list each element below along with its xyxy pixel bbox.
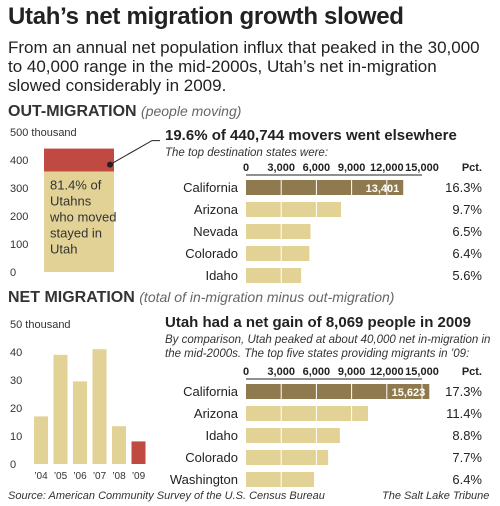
state-label: California	[183, 180, 239, 195]
y-tick-label: 200	[10, 211, 28, 223]
net-chart-note: By comparison, Utah peaked at about 40,0…	[165, 334, 491, 360]
y-tick-label: 10	[10, 431, 22, 443]
pct-value: 11.4%	[446, 406, 482, 421]
net-migration-title: NET MIGRATION	[8, 289, 135, 306]
bar-value-label: 13,401	[366, 183, 400, 195]
y-tick-label: 0	[10, 459, 16, 471]
x-tick-label: 0	[243, 366, 249, 378]
state-bar	[246, 428, 340, 443]
year-label: ’08	[112, 471, 126, 482]
out-stacked-chart: 500 thousand 400 300 200 100 0 81.4% ofUtahnsw…	[10, 127, 160, 279]
y-tick-label: 500 thousand	[10, 127, 77, 139]
net-migration-subtitle: (total of in-migration minus out-migrati…	[139, 289, 395, 305]
out-migration-subtitle: (people moving)	[141, 103, 242, 119]
state-label: Idaho	[205, 428, 238, 443]
state-bar	[246, 224, 311, 239]
x-tick-label: 6,000	[303, 366, 331, 378]
net-migration-heading: NET MIGRATION (total of in-migration min…	[8, 289, 394, 307]
x-tick-label: 0	[243, 162, 249, 174]
stayed-label-line: stayed in	[50, 226, 102, 241]
pct-header: Pct.	[462, 162, 482, 174]
lede-text: From an annual net population influx tha…	[8, 38, 480, 95]
moved-away-bar	[44, 148, 114, 172]
y-tick-label: 40	[10, 347, 22, 359]
bar-value-label: 15,623	[392, 387, 426, 399]
net-years-chart: 50 thousand 40 30 20 10 0 ’04 ’05 ’06 ’07 ’08 ’09	[10, 319, 146, 482]
source-note: Source: American Community Survey of the…	[8, 490, 325, 502]
net-chart-headline: Utah had a net gain of 8,069 people in 2…	[165, 314, 471, 331]
state-bar	[246, 202, 342, 217]
y-tick-label: 300	[10, 183, 28, 195]
callout-line	[109, 140, 160, 166]
stayed-label-line: who moved	[49, 210, 116, 225]
x-tick-label: 12,000	[370, 366, 404, 378]
state-bar	[246, 472, 315, 487]
year-bar	[131, 441, 146, 464]
state-label: Colorado	[185, 246, 238, 261]
pct-value: 8.8%	[452, 428, 482, 443]
pct-value: 6.5%	[452, 224, 482, 239]
state-label: Washington	[170, 472, 238, 487]
year-label: ’07	[93, 471, 107, 482]
year-bar	[112, 426, 126, 464]
stayed-label-line: 81.4% of	[50, 178, 102, 193]
state-label: Colorado	[185, 450, 238, 465]
state-label: Arizona	[194, 202, 239, 217]
state-label: Nevada	[193, 224, 239, 239]
state-bar	[246, 246, 310, 261]
pct-value: 5.6%	[452, 268, 482, 283]
out-states-chart: 0 3,000 6,000 9,000 12,000 15,000 Pct. Californ…	[183, 162, 482, 283]
x-tick-label: 9,000	[338, 162, 366, 174]
year-label: ’04	[34, 471, 48, 482]
out-chart-headline: 19.6% of 440,744 movers went elsewhere	[165, 127, 457, 144]
y-tick-label: 0	[10, 267, 16, 279]
year-bar	[73, 381, 87, 464]
pct-value: 6.4%	[452, 472, 482, 487]
x-tick-label: 6,000	[303, 162, 331, 174]
stayed-label-line: Utahns	[50, 194, 92, 209]
pct-header: Pct.	[462, 366, 482, 378]
x-tick-label: 12,000	[370, 162, 404, 174]
year-bar	[92, 349, 107, 464]
state-bar	[246, 384, 430, 399]
out-migration-heading: OUT-MIGRATION (people moving)	[8, 103, 241, 121]
x-tick-label: 3,000	[267, 162, 295, 174]
state-label: Arizona	[194, 406, 239, 421]
x-tick-label: 3,000	[267, 366, 295, 378]
x-tick-label: 9,000	[338, 366, 366, 378]
pct-value: 17.3%	[445, 384, 482, 399]
state-bar	[246, 406, 369, 421]
page-title: Utah’s net migration growth slowed	[8, 3, 404, 30]
state-bar	[246, 180, 404, 195]
year-label: ’06	[73, 471, 87, 482]
out-migration-title: OUT-MIGRATION	[8, 103, 137, 120]
y-tick-label: 50 thousand	[10, 319, 71, 331]
state-label: California	[183, 384, 239, 399]
y-tick-label: 20	[10, 403, 22, 415]
state-label: Idaho	[205, 268, 238, 283]
net-states-chart: 0 3,000 6,000 9,000 12,000 15,000 Pct. Californ…	[170, 366, 482, 487]
stayed-label-line: Utah	[50, 242, 77, 257]
out-chart-note: The top destination states were:	[165, 147, 329, 159]
y-tick-label: 100	[10, 239, 28, 251]
pct-value: 6.4%	[452, 246, 482, 261]
credit-line: The Salt Lake Tribune	[382, 490, 490, 502]
pct-value: 9.7%	[452, 202, 482, 217]
y-tick-label: 400	[10, 155, 28, 167]
pct-value: 16.3%	[445, 180, 482, 195]
pct-value: 7.7%	[452, 450, 482, 465]
year-bar	[53, 354, 68, 464]
x-tick-label: 15,000	[405, 162, 439, 174]
year-label: ’05	[54, 471, 68, 482]
year-label: ’09	[132, 471, 146, 482]
state-bar	[246, 268, 302, 283]
x-tick-label: 15,000	[405, 366, 439, 378]
state-bar	[246, 450, 329, 465]
year-bar	[34, 416, 48, 464]
y-tick-label: 30	[10, 375, 22, 387]
stayed-bar	[44, 171, 114, 272]
